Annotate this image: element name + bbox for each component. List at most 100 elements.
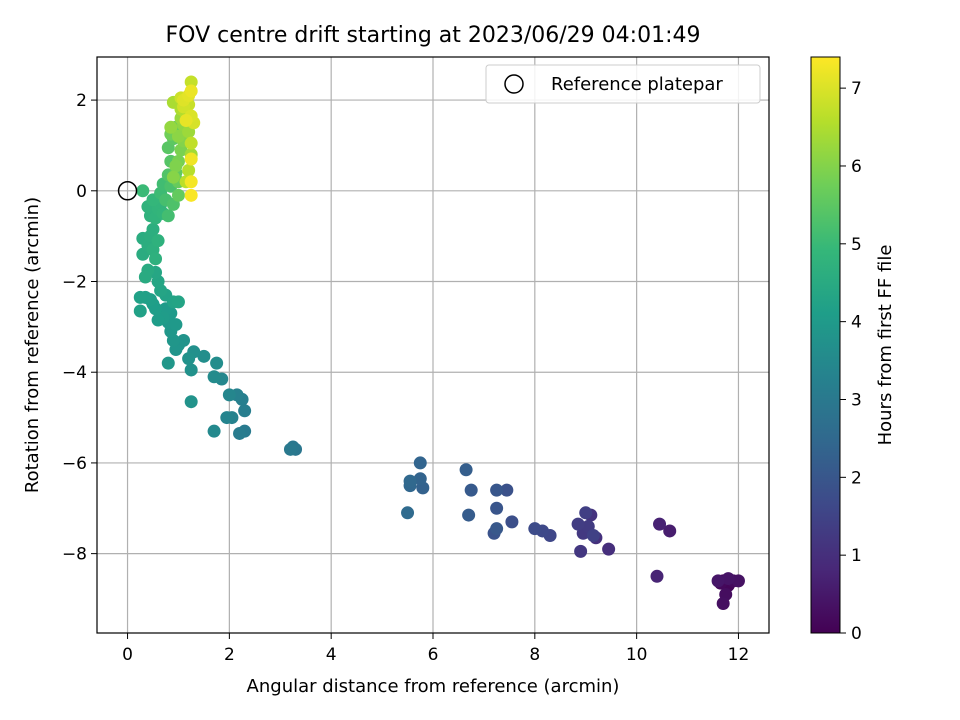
y-tick-label: 0 [76, 182, 87, 202]
colorbar-label: Hours from first FF file [875, 245, 896, 446]
data-point [490, 483, 504, 497]
legend-box [485, 64, 761, 104]
grid-lines [97, 57, 769, 633]
y-tick-label: −6 [62, 454, 87, 474]
data-points [133, 75, 745, 611]
data-point [133, 290, 147, 304]
colorbar-tick-label: 1 [851, 546, 862, 566]
data-point [571, 517, 585, 531]
data-point [413, 472, 427, 486]
colorbar-ticks: 0 1 2 3 4 5 6 7 [840, 79, 862, 644]
data-point [146, 222, 160, 236]
x-tick-label: 8 [529, 645, 540, 665]
data-point [161, 356, 175, 370]
data-point [413, 456, 427, 470]
data-point [184, 84, 198, 98]
colorbar-tick-label: 5 [851, 235, 862, 255]
data-point [182, 163, 196, 177]
colorbar-tick-label: 2 [851, 468, 862, 488]
reference-marker [117, 181, 138, 201]
data-point [197, 349, 211, 363]
data-point [207, 424, 221, 438]
data-point [663, 524, 677, 538]
y-tick-label: −8 [62, 545, 87, 565]
y-axis-ticks: −8 −6 −4 −2 0 2 [62, 91, 97, 565]
data-point [238, 404, 252, 418]
data-point [500, 483, 514, 497]
data-point [184, 152, 198, 166]
data-point [490, 522, 504, 536]
data-point [169, 318, 183, 332]
data-point [586, 528, 600, 542]
data-point [653, 517, 667, 531]
data-point [721, 572, 735, 586]
data-point [462, 508, 476, 522]
data-point [731, 574, 745, 588]
data-point [401, 506, 415, 520]
y-tick-label: −2 [62, 273, 87, 293]
chart-title: FOV centre drift starting at 2023/06/29 … [166, 23, 701, 48]
data-point [151, 234, 165, 248]
data-point [133, 304, 147, 318]
y-tick-label: 2 [76, 91, 87, 111]
data-point [716, 597, 730, 611]
data-point [184, 188, 198, 202]
data-point [171, 188, 185, 202]
data-point [207, 370, 221, 384]
data-point [711, 574, 725, 588]
colorbar-tick-label: 7 [851, 79, 862, 99]
data-point [222, 388, 236, 402]
x-tick-label: 10 [626, 645, 648, 665]
data-point [528, 522, 542, 536]
data-point [464, 483, 478, 497]
data-point [184, 175, 198, 189]
data-point [171, 295, 185, 309]
data-point [184, 395, 198, 409]
colorbar-tick-label: 3 [851, 390, 862, 410]
colorbar-tick-label: 6 [851, 157, 862, 177]
data-point [166, 170, 180, 184]
x-tick-label: 2 [224, 645, 235, 665]
data-point [602, 542, 616, 556]
data-point [459, 463, 473, 477]
data-point [138, 270, 152, 284]
y-axis-label: Rotation from reference (arcmin) [22, 197, 43, 493]
x-tick-label: 0 [122, 645, 133, 665]
data-point [210, 356, 224, 370]
data-point [149, 252, 163, 266]
y-tick-label: −4 [62, 363, 87, 383]
legend-marker [504, 74, 524, 94]
legend-label: Reference platepar [551, 74, 723, 95]
data-point [161, 209, 175, 223]
colorbar: 0 1 2 3 4 5 6 7 Hours from first FF file [810, 56, 896, 644]
data-point [151, 313, 165, 327]
data-point [171, 129, 185, 143]
data-point [505, 515, 519, 529]
data-point [283, 442, 297, 456]
colorbar-tick-label: 0 [851, 624, 862, 644]
data-point [574, 544, 588, 558]
data-point [179, 113, 193, 127]
data-point [579, 506, 593, 520]
data-point [650, 569, 664, 583]
x-axis-ticks: 0 2 4 6 8 10 12 [122, 633, 749, 665]
data-point [403, 474, 417, 488]
legend: Reference platepar [485, 64, 761, 104]
data-point [164, 120, 178, 134]
x-axis-label: Angular distance from reference (arcmin) [247, 676, 620, 697]
colorbar-tick-label: 4 [851, 313, 862, 333]
data-point [233, 426, 247, 440]
colorbar-gradient [810, 56, 841, 634]
data-point [169, 159, 183, 173]
data-point [184, 75, 198, 89]
data-point [184, 136, 198, 150]
x-tick-label: 6 [428, 645, 439, 665]
data-point [220, 411, 234, 425]
x-tick-label: 12 [728, 645, 750, 665]
data-point [490, 501, 504, 515]
data-point [136, 184, 150, 198]
data-point [184, 363, 198, 377]
x-tick-label: 4 [326, 645, 337, 665]
data-point [182, 352, 196, 366]
